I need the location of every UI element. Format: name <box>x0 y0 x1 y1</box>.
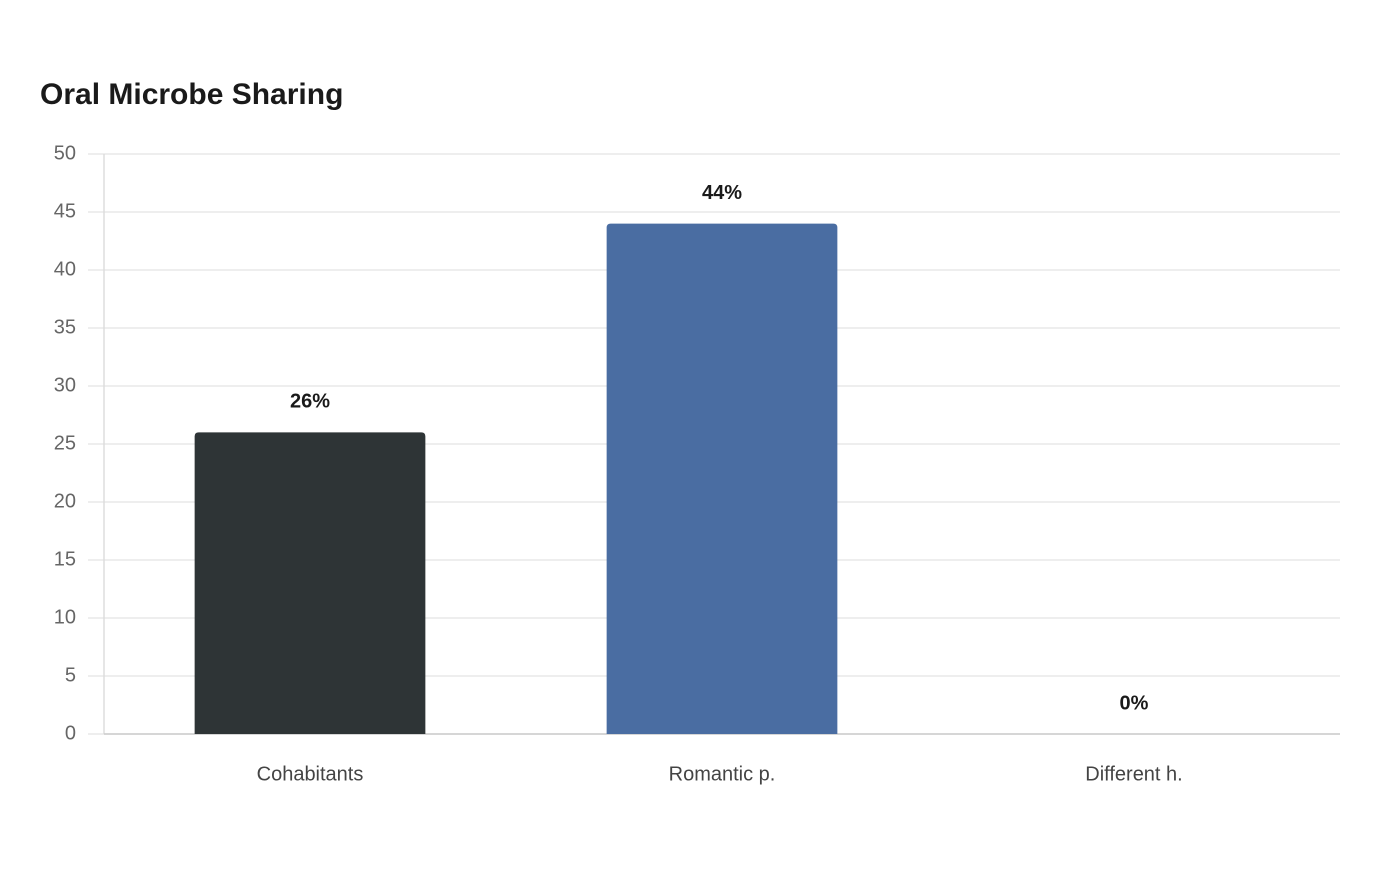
y-tick-label: 50 <box>54 142 76 164</box>
y-tick-label: 30 <box>54 374 76 396</box>
x-tick-label: Romantic p. <box>669 763 776 785</box>
value-label: 0% <box>1120 692 1149 714</box>
x-tick-label: Different h. <box>1085 763 1182 785</box>
value-label: 26% <box>290 391 330 413</box>
y-tick-label: 45 <box>54 200 76 222</box>
y-tick-label: 10 <box>54 606 76 628</box>
y-tick-label: 5 <box>65 664 76 686</box>
y-tick-label: 40 <box>54 258 76 280</box>
y-tick-label: 35 <box>54 316 76 338</box>
y-tick-label: 0 <box>65 722 76 744</box>
bar <box>194 432 426 734</box>
x-tick-label: Cohabitants <box>257 763 364 785</box>
value-label: 44% <box>702 182 742 204</box>
chart-title: Oral Microbe Sharing <box>40 78 343 111</box>
bar <box>606 223 838 734</box>
y-tick-label: 15 <box>54 548 76 570</box>
y-tick-label: 20 <box>54 490 76 512</box>
y-tick-label: 25 <box>54 432 76 454</box>
